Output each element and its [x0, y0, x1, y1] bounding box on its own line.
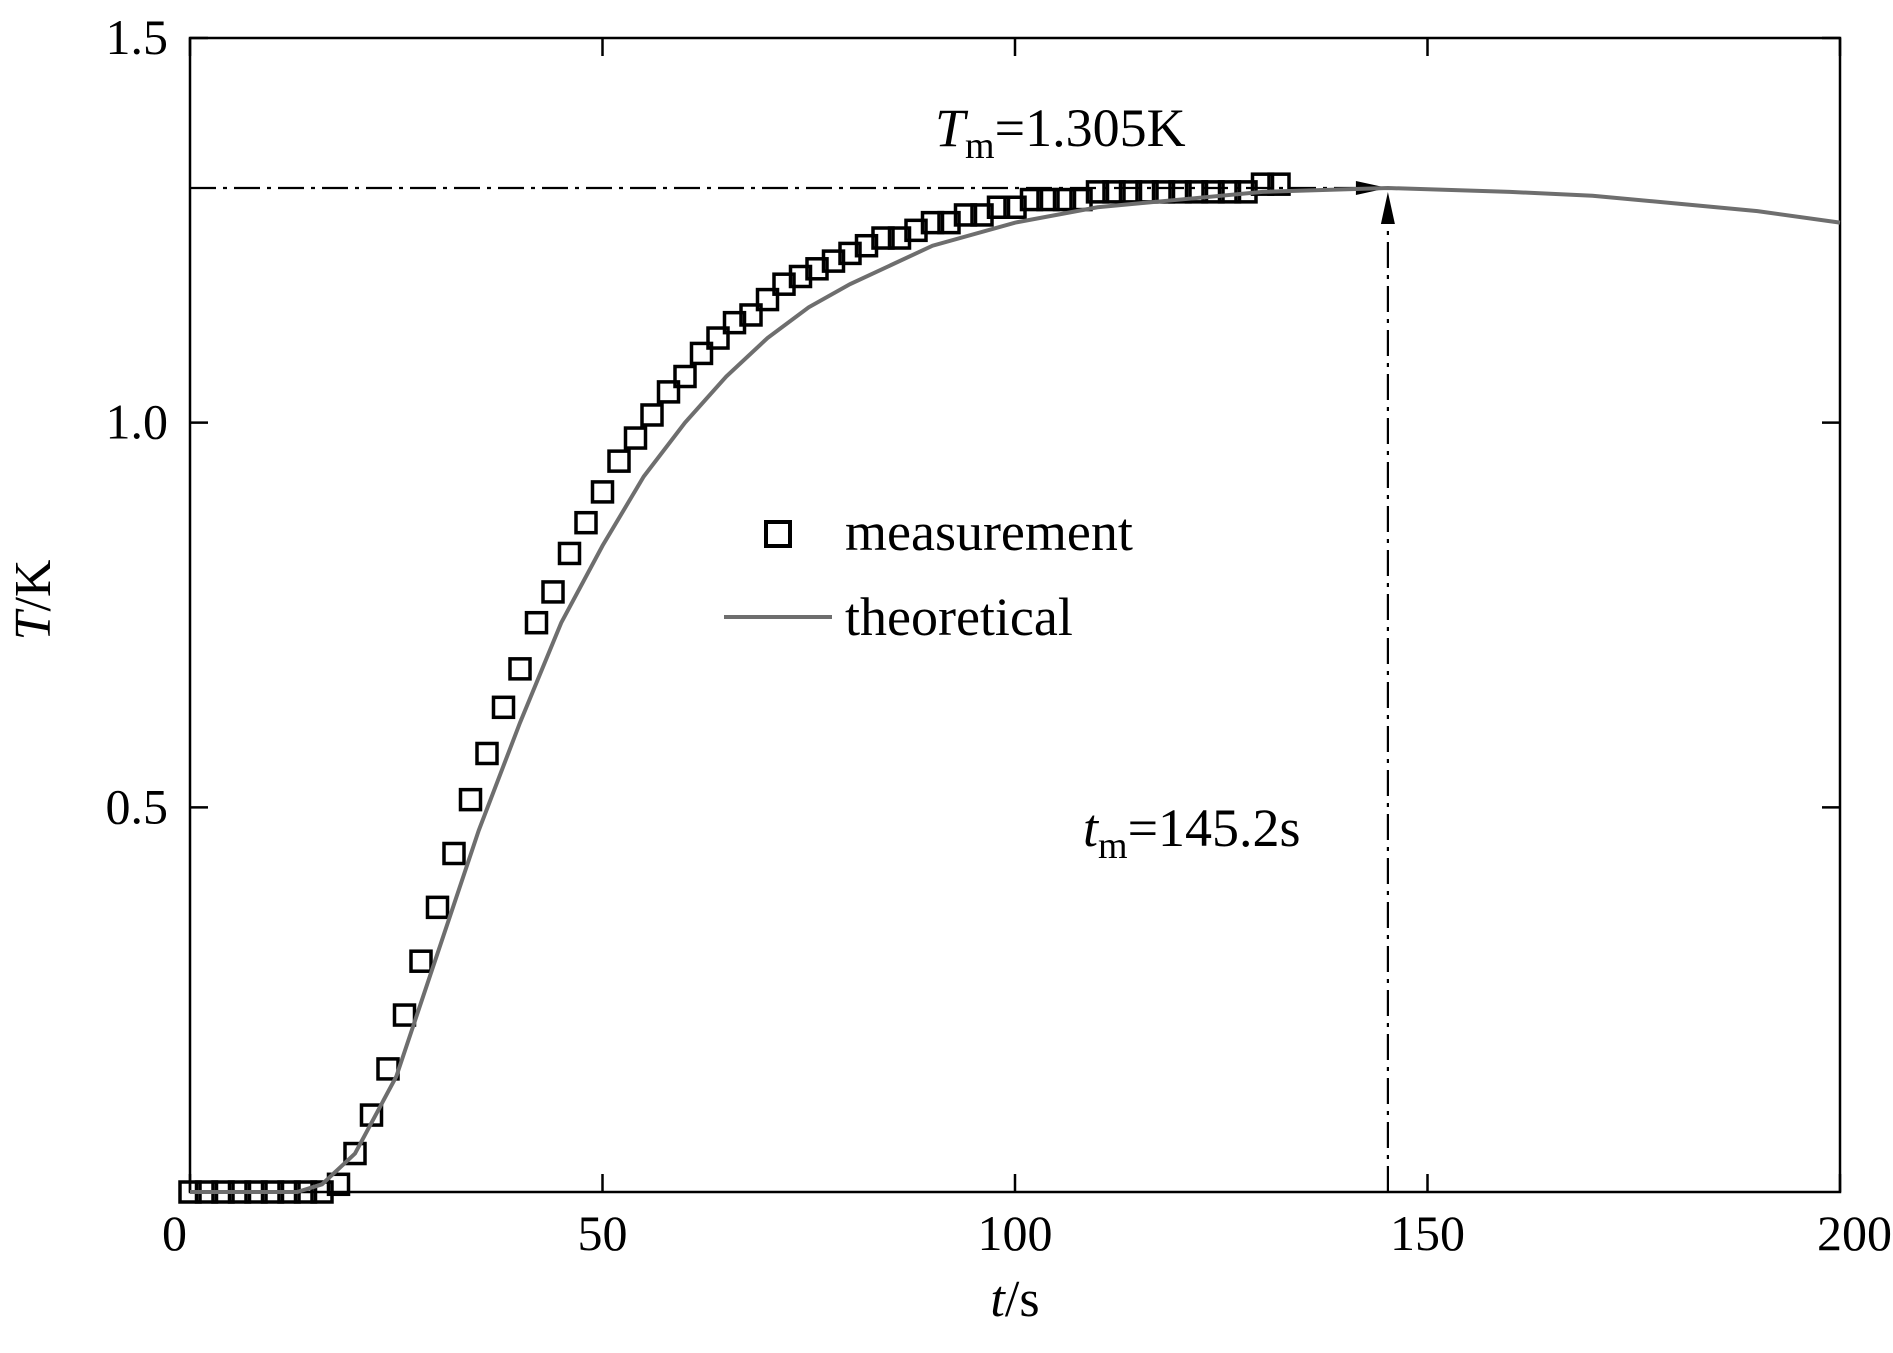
x-axis: 0 50 100 150 200 — [162, 38, 1892, 1261]
measurement-point — [920, 210, 945, 235]
measurement-point — [1003, 195, 1027, 220]
legend-measurement-label: measurement — [845, 502, 1133, 562]
measurement-point — [458, 787, 483, 812]
y-axis-title-var: T — [5, 608, 62, 640]
y-axis-title-unit: /K — [5, 559, 62, 611]
tm-annot-sub: m — [965, 125, 995, 167]
measurement-point — [821, 249, 846, 273]
measurement-point — [887, 226, 912, 250]
measurement-point — [409, 949, 433, 973]
legend: measurement theoretical — [724, 502, 1133, 647]
tm-annot-text: =1.305K — [995, 98, 1186, 158]
measurement-point — [640, 403, 664, 427]
measurement-point — [1267, 172, 1291, 196]
y-axis-title: T/K — [5, 559, 62, 640]
measurement-point — [1102, 180, 1126, 204]
measurement-point — [689, 341, 714, 366]
x-tick-label: 50 — [578, 1205, 628, 1261]
measurement-point — [722, 310, 747, 335]
measurement-point — [953, 203, 978, 227]
measurement-point — [1217, 180, 1242, 204]
measurement-point — [838, 241, 862, 266]
x-axis-title: t/s — [990, 1271, 1039, 1328]
y-tick-label: 1.5 — [106, 9, 169, 65]
time-annot-var: t — [1083, 798, 1100, 858]
measurement-point — [772, 272, 796, 296]
theoretical-series-line — [190, 186, 1841, 1194]
measurement-point — [425, 895, 450, 920]
x-axis-title-var: t — [990, 1271, 1006, 1328]
measurement-point — [1052, 187, 1077, 212]
measurement-point — [541, 580, 565, 604]
tm-value-annotation: Tm=1.305K — [935, 98, 1186, 167]
x-tick-label: 0 — [162, 1205, 187, 1261]
measurement-point — [706, 326, 730, 350]
measurement-point — [937, 210, 961, 235]
measurement-point — [986, 195, 1011, 220]
measurement-point — [1250, 172, 1275, 196]
measurement-point — [755, 287, 780, 312]
measurement-point — [739, 303, 763, 327]
y-tick-label: 0.5 — [106, 778, 169, 834]
measurement-point — [557, 541, 582, 566]
tm-annot-var: T — [935, 98, 969, 158]
measurement-point — [1184, 180, 1209, 204]
x-tick-label: 200 — [1817, 1205, 1892, 1261]
time-max-annotation: tm=145.2s — [1083, 798, 1301, 867]
measurement-point — [508, 657, 532, 681]
tm-guides — [190, 181, 1395, 1192]
measurement-point — [805, 257, 829, 281]
y-axis: 0.5 1.0 1.5 — [106, 9, 1840, 834]
measurement-point — [871, 226, 895, 250]
measurement-point — [854, 233, 879, 258]
measurement-point — [442, 841, 466, 866]
legend-measurement-marker — [764, 520, 792, 548]
measurement-point — [574, 510, 598, 535]
measurement-point — [656, 380, 681, 404]
measurement-point — [1036, 187, 1060, 212]
measurement-point — [1118, 180, 1143, 204]
y-tick-label: 1.0 — [106, 394, 169, 450]
time-annot-text: =145.2s — [1128, 798, 1301, 858]
measurement-point — [1168, 180, 1192, 204]
x-axis-title-unit: /s — [1005, 1271, 1040, 1328]
x-tick-label: 150 — [1390, 1205, 1465, 1261]
measurement-point — [1019, 187, 1044, 212]
measurement-point — [970, 203, 994, 227]
measurement-point — [343, 1141, 367, 1166]
measurement-point — [623, 426, 648, 450]
measurement-point — [607, 449, 631, 473]
measurement-point — [392, 1003, 417, 1027]
measurement-point — [1085, 180, 1110, 204]
x-tick-label: 100 — [978, 1205, 1053, 1261]
measurement-point — [673, 364, 697, 389]
measurement-point — [590, 480, 615, 504]
measurement-point — [475, 741, 499, 766]
tm-vertical-arrowhead — [1380, 192, 1395, 225]
legend-theoretical-label: theoretical — [845, 587, 1073, 647]
measurement-point — [491, 695, 516, 720]
measurement-point — [524, 610, 549, 635]
measurement-point — [788, 264, 813, 289]
measurement-point — [1201, 180, 1225, 204]
measurement-point — [326, 1172, 351, 1197]
time-annot-sub: m — [1098, 825, 1128, 867]
measurement-series — [178, 172, 1291, 1204]
measurement-point — [904, 218, 928, 243]
